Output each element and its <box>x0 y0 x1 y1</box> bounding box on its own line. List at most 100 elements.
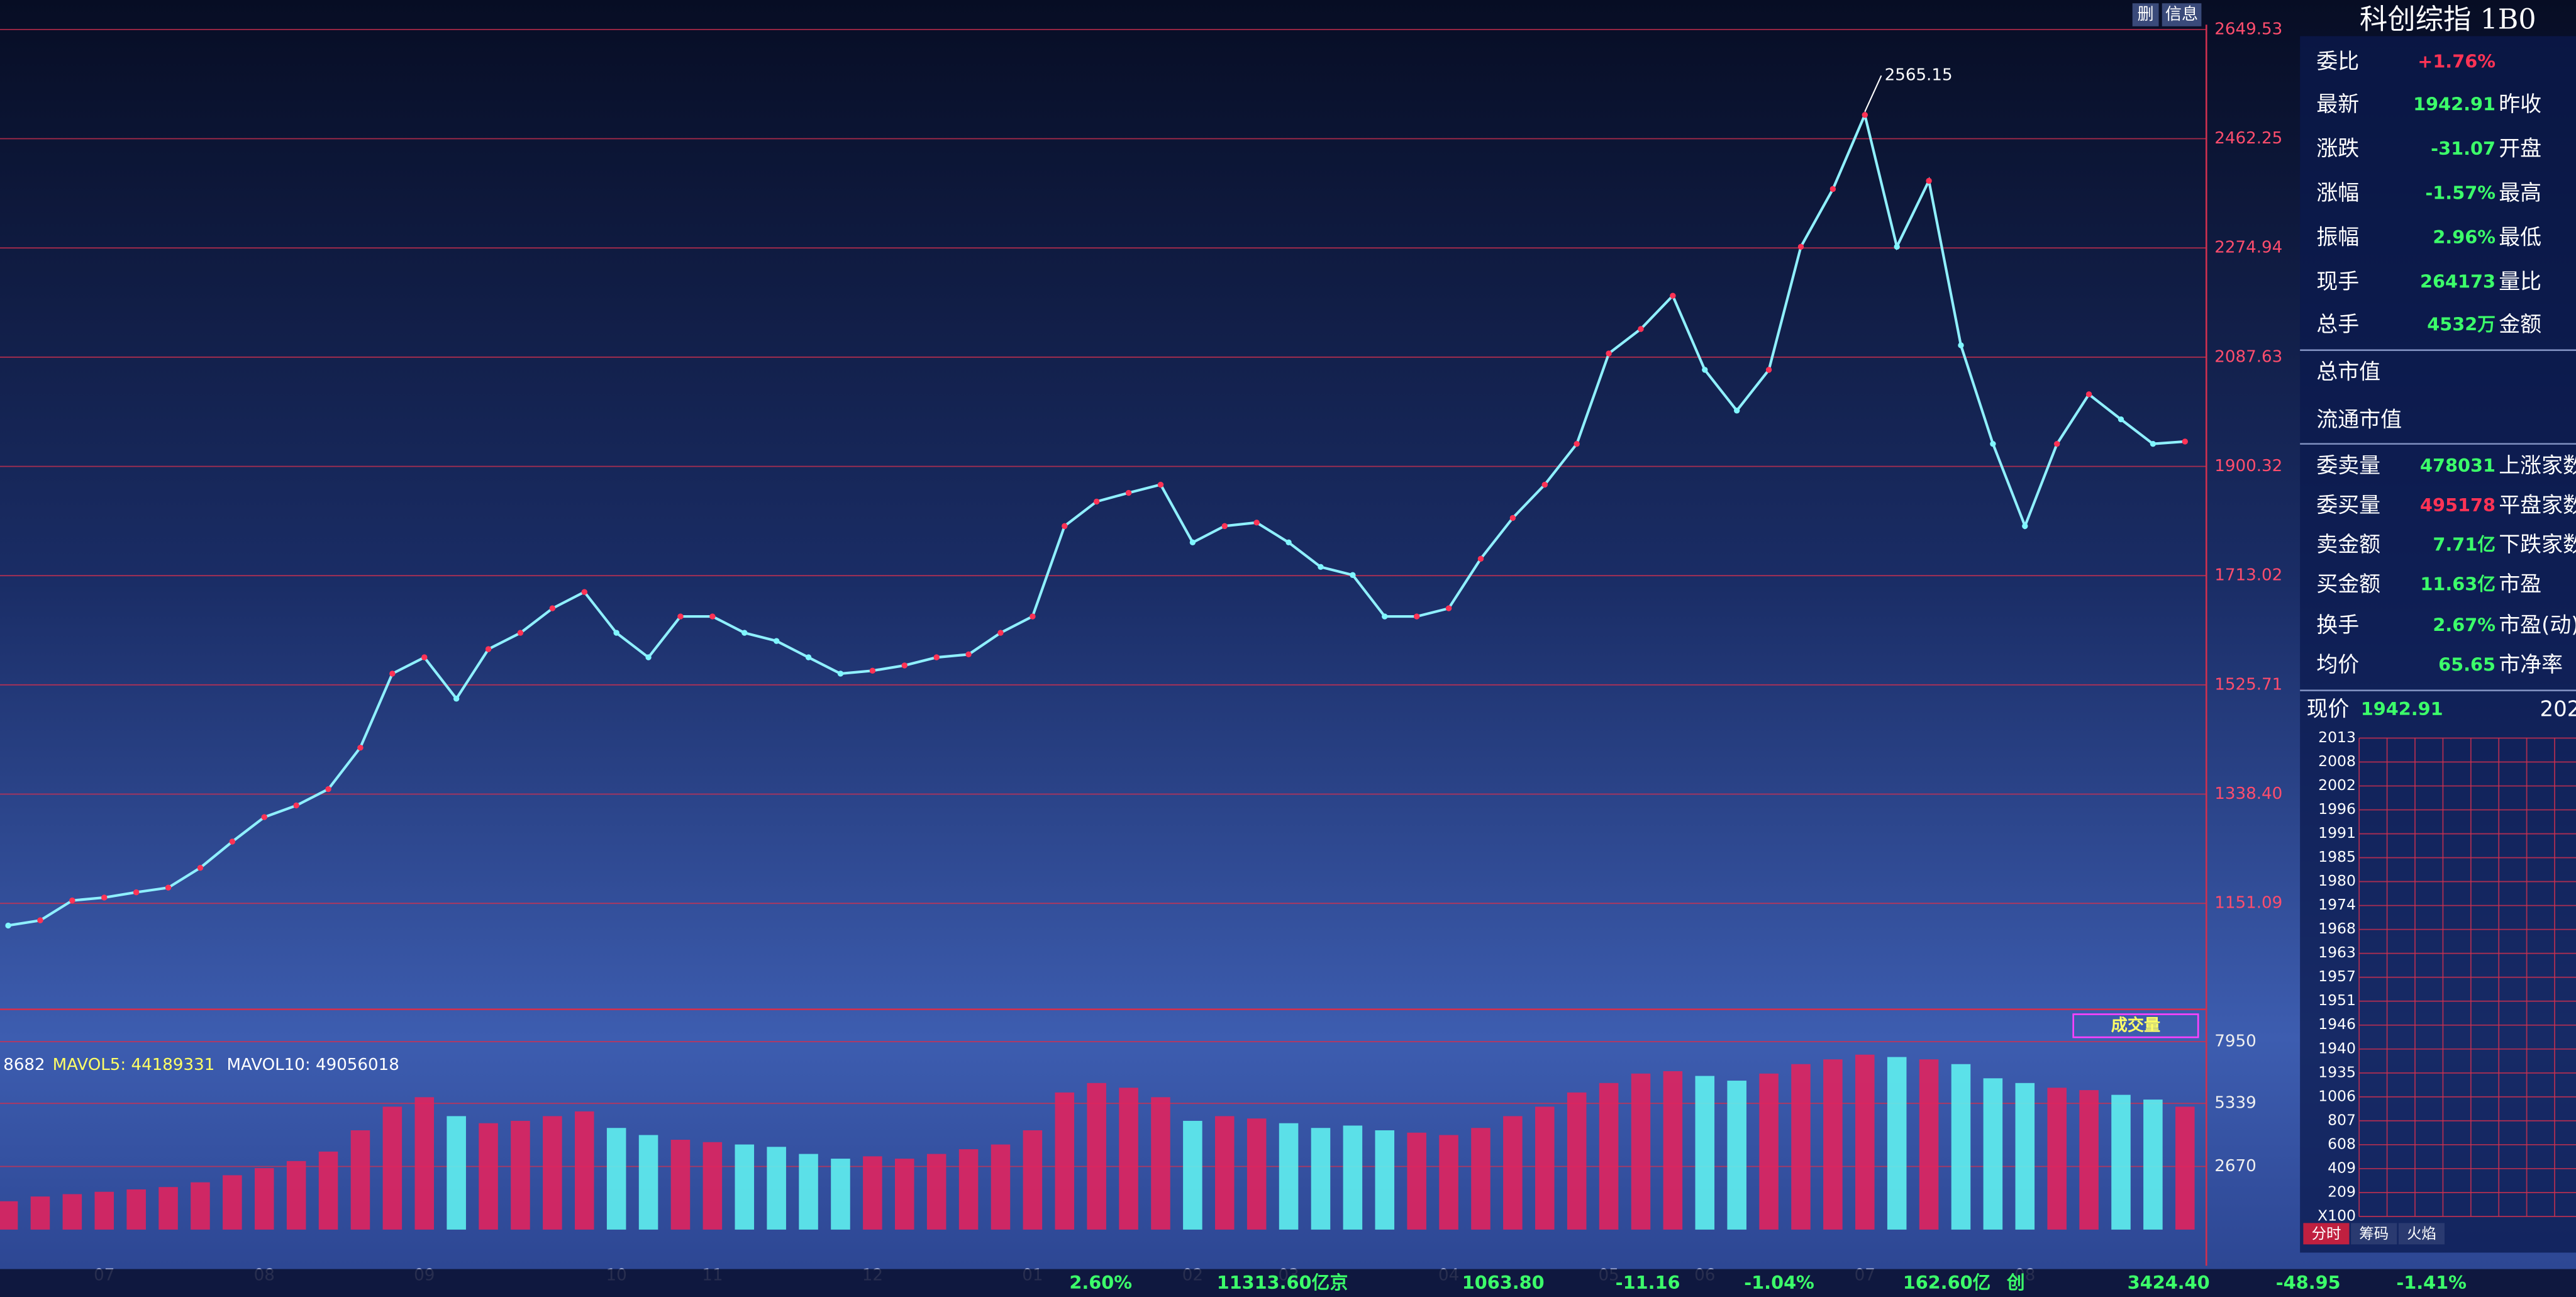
y-tick-label: 1713.02 <box>2214 566 2282 585</box>
mini-tick-label: 1940 <box>2318 1039 2356 1057</box>
volume-bar <box>1791 1064 1811 1230</box>
tab-label[interactable]: 火焰 <box>2407 1225 2436 1242</box>
price-point <box>325 786 331 793</box>
quote-label: 委卖量 <box>2316 454 2380 479</box>
price-point <box>261 814 267 820</box>
price-point <box>37 917 43 923</box>
tab[interactable] <box>2398 1223 2445 1245</box>
price-point <box>581 589 587 595</box>
price-point <box>1574 440 1580 447</box>
quote-label-2: 市盈 <box>2499 572 2541 597</box>
tab[interactable] <box>2303 1223 2350 1245</box>
price-point <box>2022 523 2028 530</box>
price-point <box>645 654 652 660</box>
price-point <box>1477 555 1484 562</box>
quote-label: 卖金额 <box>2316 532 2380 557</box>
mini-tick-label: 1980 <box>2318 872 2356 889</box>
tab-label[interactable]: 分时 <box>2311 1225 2341 1242</box>
price-point <box>933 654 940 660</box>
quote-label: 现手 <box>2316 269 2359 294</box>
tab[interactable] <box>2351 1223 2397 1245</box>
quote-label: 均价 <box>2316 652 2359 677</box>
price-point <box>1541 481 1548 488</box>
volume-bar <box>574 1111 594 1230</box>
price-point <box>1382 613 1388 620</box>
volume-bar <box>447 1116 466 1230</box>
price-point <box>101 894 108 901</box>
quote-label-2: 最高 <box>2499 181 2541 206</box>
price-point <box>1125 489 1132 496</box>
volume-bar <box>1023 1130 1043 1230</box>
volume-bar <box>799 1154 818 1230</box>
quote-label-2: 上涨家数 <box>2499 454 2576 479</box>
price-point <box>805 654 812 660</box>
toolbar-button[interactable] <box>2162 3 2202 26</box>
volume-bar <box>382 1106 402 1230</box>
volume-bar <box>30 1196 50 1230</box>
price-point <box>229 838 236 845</box>
volume-bar <box>1246 1118 1267 1230</box>
price-point <box>2182 438 2188 445</box>
quote-label-2: 下跌家数 <box>2499 532 2576 557</box>
price-point <box>869 667 876 674</box>
price-point <box>1030 613 1036 620</box>
quote-label: 委比 <box>2316 49 2359 74</box>
price-point <box>5 922 11 929</box>
volume-bar <box>2047 1088 2067 1230</box>
status-item: 创 <box>2006 1272 2025 1293</box>
status-item: 1063.80 <box>1462 1272 1545 1293</box>
price-point <box>1350 572 1356 578</box>
mini-tick-label: 1996 <box>2318 800 2356 818</box>
toolbar-button[interactable] <box>2132 3 2159 26</box>
volume-bar <box>1375 1130 1395 1230</box>
quote-label: 流通市值 <box>2316 408 2402 433</box>
mini-tick-label: 1963 <box>2318 944 2356 961</box>
quote-value: 4532万 <box>2427 313 2496 335</box>
volume-bar <box>350 1130 370 1230</box>
price-point <box>357 744 364 751</box>
status-item: -11.16 <box>1616 1272 1680 1293</box>
price-point <box>1702 367 1708 373</box>
volume-bar <box>1215 1116 1235 1230</box>
quote-label: 换手 <box>2316 613 2359 638</box>
volume-bar <box>254 1168 274 1230</box>
volume-bar <box>958 1149 979 1230</box>
volume-bar <box>1343 1125 1363 1230</box>
volume-bar <box>1567 1092 1587 1230</box>
quote-value: 1942.91 <box>2413 93 2496 114</box>
tab-label[interactable]: 筹码 <box>2359 1225 2389 1242</box>
price-point <box>2118 416 2124 423</box>
mini-tick-label: 2002 <box>2318 776 2356 794</box>
price-point <box>1445 605 1452 611</box>
quote-value: -1.57% <box>2425 182 2496 203</box>
volume-bar <box>735 1144 755 1230</box>
price-point <box>485 646 492 652</box>
mini-tick-label: 608 <box>2328 1135 2356 1152</box>
volume-bar <box>2143 1099 2163 1230</box>
price-point <box>1670 292 1676 299</box>
toolbar-label[interactable]: 删 <box>2138 5 2154 24</box>
volume-bar <box>606 1128 626 1230</box>
toolbar-label[interactable]: 信息 <box>2165 5 2198 24</box>
volume-bar <box>1855 1054 1875 1230</box>
volume-bar <box>0 1201 18 1230</box>
quote-value: +1.76% <box>2418 50 2496 72</box>
status-item: 3424.40 <box>2128 1272 2210 1293</box>
y-tick-label: 2649.53 <box>2214 19 2282 38</box>
volume-bar <box>62 1194 82 1230</box>
price-point <box>1606 350 1612 357</box>
price-point <box>421 654 428 660</box>
status-item: 11313.60亿 <box>1217 1272 1330 1293</box>
price-point <box>197 864 204 871</box>
quote-label-2: 昨收 <box>2499 92 2541 117</box>
volume-bar <box>1535 1106 1555 1230</box>
volume-bar <box>1407 1132 1426 1230</box>
y-tick-label: 2087.63 <box>2214 347 2282 366</box>
volume-bar <box>126 1189 146 1230</box>
price-point <box>549 605 556 611</box>
volume-bar <box>158 1187 178 1230</box>
volume-bar <box>543 1116 562 1230</box>
volume-bar <box>1983 1078 2003 1230</box>
quote-label-2: 2026 <box>2540 696 2576 721</box>
status-item: 京 <box>1330 1272 1348 1293</box>
